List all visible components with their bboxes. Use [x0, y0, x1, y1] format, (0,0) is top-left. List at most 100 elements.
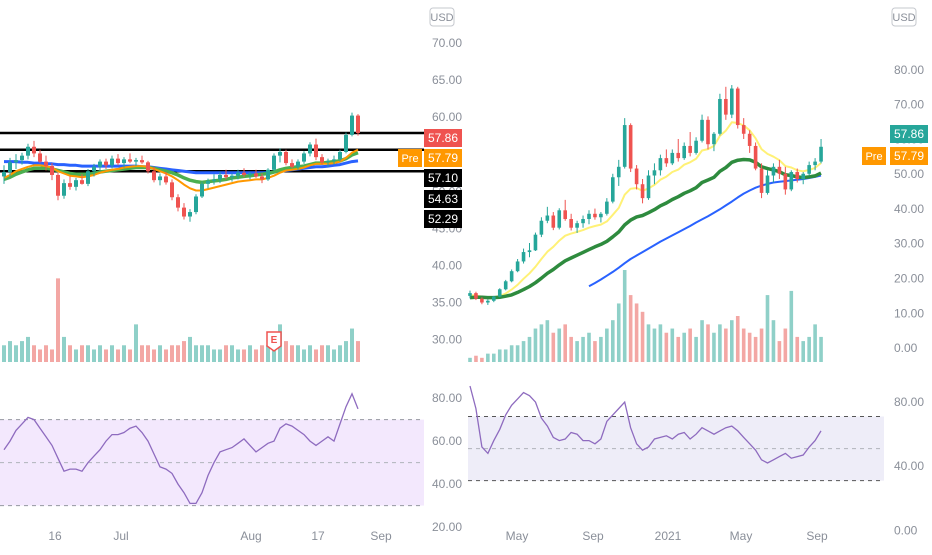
volume-bar — [527, 336, 532, 362]
x-tick-label: 16 — [48, 529, 62, 543]
candle-body — [575, 223, 579, 228]
candle-body — [807, 165, 811, 174]
rsi-tick-label: 80.00 — [894, 395, 924, 409]
volume-bar — [164, 349, 168, 362]
x-tick-label: 17 — [311, 529, 325, 543]
candle-body — [700, 119, 704, 141]
volume-bar — [170, 345, 174, 362]
volume-bar — [230, 345, 234, 362]
candle-body — [813, 161, 817, 166]
volume-bar — [730, 320, 734, 362]
candle-body — [356, 115, 360, 133]
price-label-badge — [890, 125, 928, 143]
candle-body — [646, 175, 651, 199]
ema-mid-line — [3, 148, 359, 192]
volume-bar — [128, 349, 132, 362]
volume-bar — [741, 328, 746, 362]
volume-bar — [254, 349, 258, 362]
volume-bar — [515, 345, 520, 362]
candle-body — [474, 293, 478, 299]
candle-body — [706, 119, 710, 145]
volume-bar — [658, 324, 663, 362]
volume-bar — [50, 349, 54, 362]
candle-body — [218, 174, 222, 180]
volume-bar — [206, 345, 210, 362]
volume-bar — [611, 320, 615, 362]
price-label-value: 52.29 — [428, 212, 458, 226]
volume-bar — [670, 328, 675, 362]
candle-body — [503, 281, 508, 290]
volume-bar — [284, 341, 288, 362]
volume-bar — [575, 341, 579, 362]
candle-body — [569, 219, 573, 228]
candle-body — [320, 157, 324, 163]
volume-bar — [182, 341, 186, 362]
candle-body — [599, 213, 603, 218]
candle-body — [741, 125, 746, 134]
price-label-value: 57.79 — [894, 149, 924, 163]
candle-body — [527, 250, 532, 253]
volume-bar — [646, 324, 651, 362]
price-tick-label: 70.00 — [894, 98, 924, 112]
volume-bar — [338, 345, 342, 362]
candle-body — [104, 161, 108, 166]
volume-bar — [545, 320, 550, 362]
candle-body — [188, 212, 192, 217]
volume-bar — [497, 349, 502, 362]
volume-bar — [92, 349, 96, 362]
candle-body — [521, 252, 526, 262]
left-chart-panel[interactable]: 70.0065.0060.0055.0050.0045.0040.0035.00… — [0, 7, 462, 543]
price-tick-label: 0.00 — [894, 341, 918, 355]
x-tick-label: Sep — [582, 529, 604, 543]
volume-bar — [474, 355, 478, 362]
volume-bar — [664, 332, 669, 362]
candle-body — [80, 180, 84, 184]
candle-body — [688, 145, 692, 153]
volume-bar — [236, 349, 240, 362]
price-tick-label: 20.00 — [894, 272, 924, 286]
candle-body — [56, 174, 60, 196]
volume-bar — [266, 345, 270, 362]
candle-body — [284, 151, 288, 164]
candle-body — [551, 215, 556, 228]
volume-bar — [551, 332, 556, 362]
candle-body — [664, 158, 669, 164]
candle-body — [260, 176, 264, 180]
candle-body — [200, 183, 204, 197]
rsi-tick-label: 60.00 — [432, 434, 462, 448]
volume-bar — [777, 341, 782, 362]
candle-body — [611, 177, 615, 202]
price-tick-label: 70.00 — [432, 36, 462, 50]
volume-bar — [747, 332, 752, 362]
volume-bar — [26, 336, 30, 362]
price-label-value: 57.86 — [894, 127, 924, 141]
ma-long-line — [588, 174, 822, 288]
candle-body — [676, 152, 681, 159]
candle-body — [497, 289, 502, 297]
candle-body — [152, 171, 156, 181]
volume-bar — [110, 345, 114, 362]
volume-bar — [194, 345, 198, 362]
volume-bar — [344, 341, 348, 362]
candle-body — [248, 173, 252, 175]
volume-bar — [486, 353, 490, 362]
pre-market-badge — [862, 147, 886, 165]
volume-bar — [242, 349, 246, 362]
x-tick-label: May — [730, 529, 753, 543]
candle-body — [182, 207, 186, 217]
volume-bar — [320, 345, 324, 362]
volume-bar — [801, 341, 805, 362]
volume-bar — [200, 345, 204, 362]
price-tick-label: 35.00 — [432, 296, 462, 310]
candle-body — [795, 172, 800, 179]
volume-bar — [712, 332, 716, 362]
right-chart-panel[interactable]: 80.0070.0060.0050.0040.0030.0020.0010.00… — [468, 7, 928, 543]
candle-body — [545, 215, 550, 221]
candle-body — [350, 115, 354, 135]
volume-bar — [735, 316, 740, 362]
volume-bar — [116, 349, 120, 362]
candle-body — [640, 184, 645, 199]
volume-bar — [134, 324, 138, 362]
candle-body — [32, 146, 36, 154]
